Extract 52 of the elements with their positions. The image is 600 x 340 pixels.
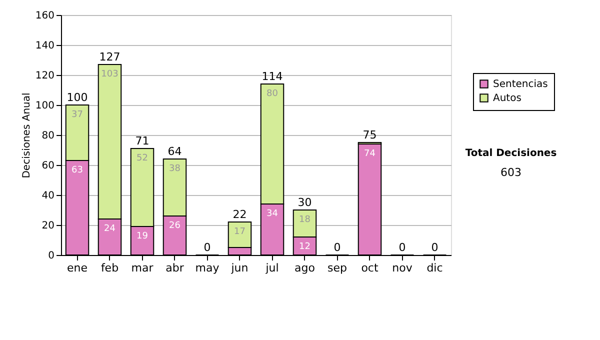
data-label: 103 bbox=[101, 70, 118, 80]
data-label: 19 bbox=[136, 232, 148, 242]
text: Total Decisiones bbox=[465, 148, 557, 159]
y-tick-label: 120 bbox=[35, 70, 54, 82]
total-label: 75 bbox=[362, 128, 377, 142]
x-tick-label: jul bbox=[264, 262, 279, 274]
data-label: 17 bbox=[234, 227, 246, 237]
total-label: 100 bbox=[66, 91, 88, 104]
y-tick-label: 40 bbox=[42, 190, 54, 202]
y-tick-label: 60 bbox=[42, 160, 54, 172]
y-tick-label: 80 bbox=[42, 130, 54, 142]
x-tick-label: mar bbox=[131, 262, 154, 274]
total-label: 30 bbox=[298, 196, 312, 209]
y-tick-label: 160 bbox=[35, 10, 54, 22]
data-label: 12 bbox=[299, 242, 310, 252]
total-label: 0 bbox=[431, 241, 438, 254]
total-label: 127 bbox=[99, 50, 120, 64]
x-tick-label: may bbox=[195, 262, 220, 274]
data-label: 18 bbox=[299, 215, 311, 225]
x-tick-label: sep bbox=[328, 262, 348, 274]
total-label: 114 bbox=[262, 70, 283, 83]
data-label: 74 bbox=[364, 149, 376, 159]
legend-label: Sentencias bbox=[493, 79, 548, 90]
legend-label: Autos bbox=[493, 93, 522, 104]
total-label: 0 bbox=[204, 241, 211, 254]
y-tick-label: 140 bbox=[35, 40, 54, 52]
y-tick-label: 0 bbox=[48, 250, 54, 262]
total-label: 0 bbox=[334, 241, 341, 254]
total-label: 0 bbox=[398, 241, 406, 254]
x-tick-label: jun bbox=[230, 262, 248, 274]
data-label: 52 bbox=[136, 154, 148, 164]
data-label: 24 bbox=[104, 224, 116, 234]
y-axis-title: Decisiones Anual bbox=[21, 92, 32, 178]
y-tick-label: 100 bbox=[35, 100, 54, 112]
data-label: 63 bbox=[72, 166, 83, 176]
x-tick-label: dic bbox=[426, 262, 443, 274]
x-tick-label: ene bbox=[66, 262, 88, 274]
total-label: 64 bbox=[168, 145, 182, 158]
data-label: 80 bbox=[266, 89, 278, 99]
x-tick-label: feb bbox=[100, 262, 119, 274]
x-tick-label: abr bbox=[166, 262, 184, 274]
x-tick-label: nov bbox=[392, 262, 413, 274]
text: 603 bbox=[500, 166, 522, 179]
y-tick-label: 20 bbox=[42, 220, 54, 232]
x-tick-label: ago bbox=[294, 262, 316, 274]
data-label: 34 bbox=[266, 209, 278, 219]
data-label: 37 bbox=[72, 110, 83, 120]
total-label: 22 bbox=[232, 208, 247, 221]
data-label: 26 bbox=[169, 221, 181, 231]
x-tick-label: oct bbox=[361, 262, 379, 274]
total-label: 71 bbox=[135, 134, 150, 148]
data-label: 38 bbox=[169, 164, 181, 174]
